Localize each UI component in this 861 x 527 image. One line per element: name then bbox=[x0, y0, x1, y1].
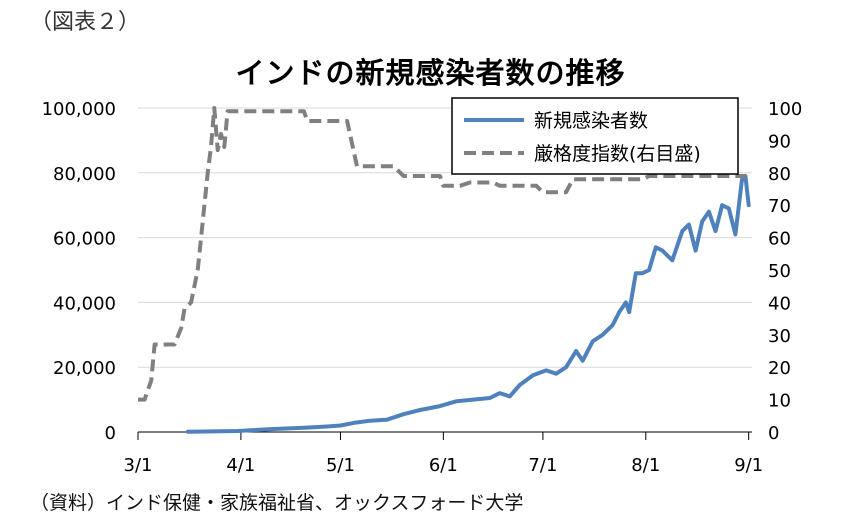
y-right-tick-label: 100 bbox=[768, 99, 802, 120]
x-tick-label: 6/1 bbox=[429, 455, 458, 476]
x-tick-label: 4/1 bbox=[226, 455, 255, 476]
tick-labels: 0 20,000 40,000 60,000 80,000 100,000 0 10 20 30 4… bbox=[42, 99, 803, 476]
y-right-tick-label: 40 bbox=[768, 293, 791, 314]
x-tick-label: 7/1 bbox=[528, 455, 557, 476]
y-right-tick-label: 90 bbox=[768, 131, 791, 152]
y-right-tick-label: 70 bbox=[768, 196, 791, 217]
x-tick-label: 8/1 bbox=[631, 455, 660, 476]
y-right-tick-label: 10 bbox=[768, 391, 791, 412]
x-tick-label: 5/1 bbox=[326, 455, 355, 476]
x-tick-label: 3/1 bbox=[124, 455, 153, 476]
y-right-tick-label: 20 bbox=[768, 358, 791, 379]
stringency-index-line bbox=[138, 106, 746, 402]
legend-box bbox=[451, 97, 739, 175]
source-note: （資料）インド保健・家族福祉省、オックスフォード大学 bbox=[30, 492, 524, 514]
y-right-tick-label: 30 bbox=[768, 326, 791, 347]
y-right-tick-label: 80 bbox=[768, 164, 791, 185]
y-left-tick-label: 20,000 bbox=[53, 358, 116, 379]
legend-label: 新規感染者数 bbox=[534, 110, 648, 132]
y-right-tick-label: 0 bbox=[768, 423, 779, 444]
y-left-tick-label: 60,000 bbox=[53, 229, 116, 250]
series-lines bbox=[138, 106, 751, 434]
figure-label: （図表２） bbox=[30, 10, 141, 35]
y-left-tick-label: 40,000 bbox=[53, 293, 116, 314]
axes bbox=[137, 431, 752, 440]
legend-label: 厳格度指数(右目盛) bbox=[534, 143, 701, 165]
y-left-tick-label: 100,000 bbox=[42, 99, 116, 120]
x-tick-label: 9/1 bbox=[734, 455, 763, 476]
y-left-tick-label: 0 bbox=[105, 423, 116, 444]
y-left-tick-label: 80,000 bbox=[53, 164, 116, 185]
chart-title: インドの新規感染者数の推移 bbox=[235, 56, 626, 90]
y-right-tick-label: 60 bbox=[768, 229, 791, 250]
new-cases-line bbox=[185, 174, 751, 434]
y-right-tick-label: 50 bbox=[768, 261, 791, 282]
